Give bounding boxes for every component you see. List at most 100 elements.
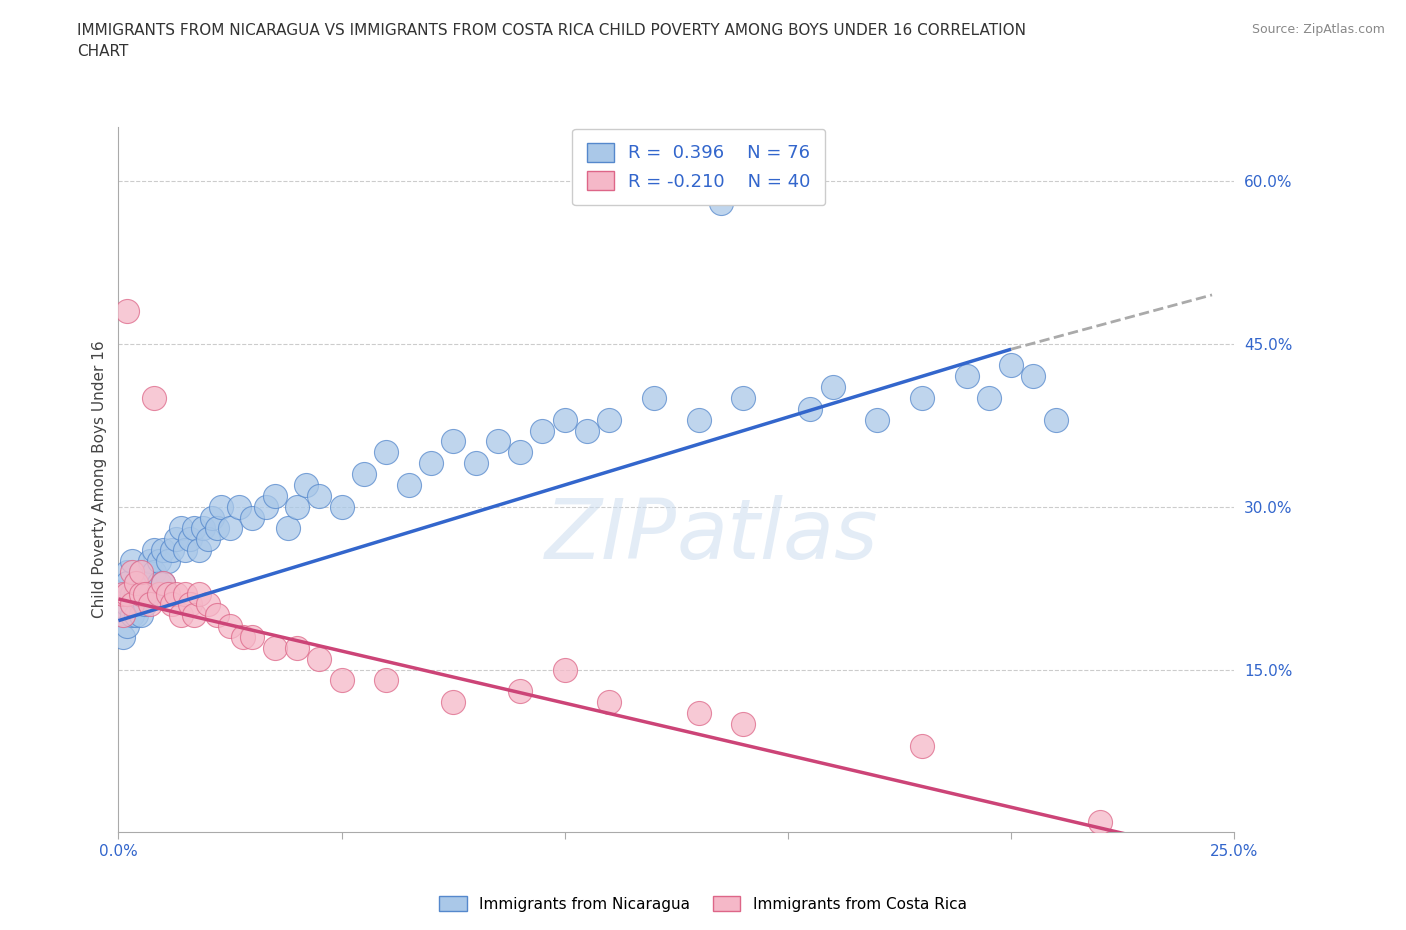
Point bbox=[160, 597, 183, 612]
Point bbox=[1045, 412, 1067, 427]
Point bbox=[156, 586, 179, 601]
Point bbox=[911, 391, 934, 405]
Point bbox=[733, 391, 755, 405]
Point bbox=[125, 576, 148, 591]
Point bbox=[174, 586, 197, 601]
Point bbox=[121, 597, 143, 612]
Point bbox=[183, 608, 205, 623]
Point bbox=[193, 521, 215, 536]
Point bbox=[710, 195, 733, 210]
Point bbox=[138, 597, 160, 612]
Point bbox=[419, 456, 441, 471]
Point bbox=[117, 565, 139, 579]
Point bbox=[219, 521, 242, 536]
Point bbox=[733, 716, 755, 731]
Point bbox=[353, 467, 375, 482]
Point bbox=[152, 576, 174, 591]
Point bbox=[576, 423, 599, 438]
Point bbox=[121, 586, 143, 601]
Point bbox=[197, 597, 219, 612]
Point bbox=[330, 499, 353, 514]
Point bbox=[643, 391, 665, 405]
Point bbox=[111, 608, 134, 623]
Point bbox=[129, 565, 152, 579]
Point bbox=[166, 586, 188, 601]
Point bbox=[509, 445, 531, 459]
Point bbox=[160, 542, 183, 557]
Point bbox=[554, 412, 576, 427]
Point bbox=[308, 488, 330, 503]
Point bbox=[330, 673, 353, 688]
Point bbox=[688, 412, 710, 427]
Point bbox=[179, 597, 201, 612]
Point bbox=[111, 586, 134, 601]
Point bbox=[240, 630, 263, 644]
Point bbox=[129, 565, 152, 579]
Point bbox=[821, 379, 844, 394]
Point bbox=[866, 412, 889, 427]
Point bbox=[170, 608, 193, 623]
Point bbox=[129, 586, 152, 601]
Point bbox=[117, 586, 139, 601]
Point bbox=[375, 673, 398, 688]
Legend: Immigrants from Nicaragua, Immigrants from Costa Rica: Immigrants from Nicaragua, Immigrants fr… bbox=[433, 889, 973, 918]
Point bbox=[509, 684, 531, 698]
Point bbox=[977, 391, 1000, 405]
Point bbox=[179, 532, 201, 547]
Point bbox=[148, 553, 170, 568]
Point bbox=[117, 576, 139, 591]
Point bbox=[441, 695, 464, 710]
Point bbox=[134, 576, 156, 591]
Point bbox=[240, 510, 263, 525]
Point bbox=[799, 402, 821, 417]
Point bbox=[117, 618, 139, 633]
Point bbox=[125, 586, 148, 601]
Point bbox=[1022, 369, 1045, 384]
Point bbox=[148, 586, 170, 601]
Point bbox=[263, 641, 285, 656]
Point bbox=[486, 434, 509, 449]
Text: Source: ZipAtlas.com: Source: ZipAtlas.com bbox=[1251, 23, 1385, 36]
Point bbox=[277, 521, 299, 536]
Point bbox=[143, 542, 166, 557]
Point bbox=[285, 499, 308, 514]
Point bbox=[197, 532, 219, 547]
Point bbox=[911, 738, 934, 753]
Point bbox=[170, 521, 193, 536]
Point bbox=[232, 630, 254, 644]
Point bbox=[285, 641, 308, 656]
Point bbox=[134, 597, 156, 612]
Point bbox=[688, 706, 710, 721]
Point bbox=[1000, 358, 1022, 373]
Point bbox=[121, 608, 143, 623]
Point bbox=[117, 597, 139, 612]
Point bbox=[955, 369, 977, 384]
Point bbox=[219, 618, 242, 633]
Point bbox=[148, 576, 170, 591]
Point bbox=[295, 477, 318, 492]
Point bbox=[152, 576, 174, 591]
Point bbox=[121, 553, 143, 568]
Point bbox=[134, 586, 156, 601]
Point bbox=[201, 510, 224, 525]
Point bbox=[138, 586, 160, 601]
Point bbox=[111, 608, 134, 623]
Legend: R =  0.396    N = 76, R = -0.210    N = 40: R = 0.396 N = 76, R = -0.210 N = 40 bbox=[572, 128, 825, 206]
Point bbox=[121, 597, 143, 612]
Point bbox=[205, 521, 228, 536]
Point bbox=[174, 542, 197, 557]
Point bbox=[125, 576, 148, 591]
Point bbox=[598, 695, 620, 710]
Point bbox=[121, 565, 143, 579]
Point bbox=[152, 542, 174, 557]
Point bbox=[111, 630, 134, 644]
Text: IMMIGRANTS FROM NICARAGUA VS IMMIGRANTS FROM COSTA RICA CHILD POVERTY AMONG BOYS: IMMIGRANTS FROM NICARAGUA VS IMMIGRANTS … bbox=[77, 23, 1026, 60]
Point bbox=[156, 553, 179, 568]
Point bbox=[143, 565, 166, 579]
Point bbox=[254, 499, 277, 514]
Point bbox=[138, 553, 160, 568]
Point bbox=[464, 456, 486, 471]
Point bbox=[375, 445, 398, 459]
Text: atlas: atlas bbox=[676, 496, 877, 577]
Point bbox=[129, 608, 152, 623]
